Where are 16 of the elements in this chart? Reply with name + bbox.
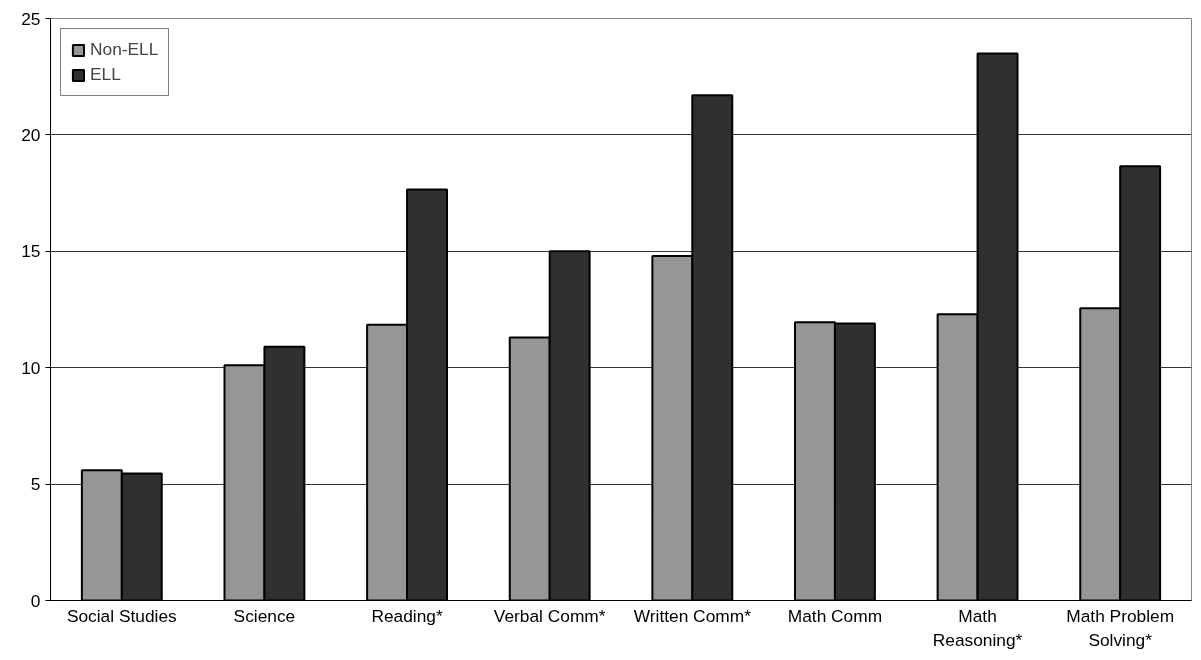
- y-tick-label: 20: [21, 124, 41, 145]
- x-tick-label: Math Comm: [787, 605, 883, 626]
- x-tick-label: Verbal Comm*: [493, 605, 606, 626]
- x-tick-label: Science: [233, 605, 296, 626]
- y-tick-label: 15: [21, 241, 41, 262]
- x-tick-label: Social Studies: [66, 605, 178, 626]
- x-tick-label: Math Reasoning*: [932, 605, 1023, 650]
- legend-label: Non-ELL: [90, 39, 159, 60]
- x-tick-label: Written Comm*: [633, 605, 752, 626]
- y-tick-label: 10: [21, 357, 41, 378]
- x-tick-label: Reading*: [371, 605, 443, 626]
- x-tick-label: Math Problem Solving*: [1066, 605, 1175, 650]
- y-tick-label: 25: [21, 8, 41, 29]
- y-tick-label: 5: [30, 474, 41, 495]
- legend-label: ELL: [90, 64, 121, 85]
- y-tick-label: 0: [30, 590, 41, 611]
